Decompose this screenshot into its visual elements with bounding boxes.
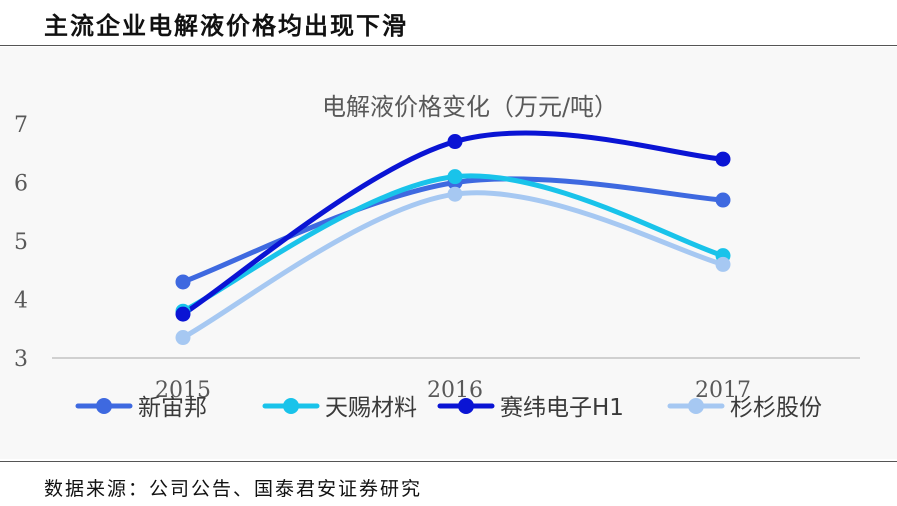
x-tick-label: 2015 xyxy=(155,378,211,403)
data-point xyxy=(175,330,191,346)
data-point xyxy=(715,192,731,208)
data-point xyxy=(447,134,463,150)
y-tick-label: 5 xyxy=(14,230,28,255)
top-divider xyxy=(0,45,897,46)
data-point xyxy=(175,274,191,290)
page-title: 主流企业电解液价格均出现下滑 xyxy=(44,11,408,40)
chart-panel xyxy=(0,47,897,459)
data-point xyxy=(715,256,731,272)
legend-label: 新宙邦 xyxy=(138,395,207,421)
data-point xyxy=(715,151,731,167)
x-tick-label: 2016 xyxy=(427,378,483,403)
series-line xyxy=(180,190,726,341)
legend-marker xyxy=(96,398,112,414)
data-point xyxy=(447,186,463,202)
legend-marker xyxy=(283,398,299,414)
data-point xyxy=(175,306,191,322)
data-point xyxy=(447,169,463,185)
source-note: 数据来源：公司公告、国泰君安证券研究 xyxy=(44,478,423,500)
y-tick-label: 7 xyxy=(14,113,28,138)
y-tick-label: 6 xyxy=(14,172,28,197)
bottom-divider xyxy=(0,461,897,462)
legend-marker xyxy=(688,398,704,414)
legend-marker xyxy=(458,398,474,414)
legend-label: 天赐材料 xyxy=(325,395,417,421)
legend-label: 赛纬电子H1 xyxy=(500,395,624,421)
y-tick-label: 3 xyxy=(14,347,28,372)
chart-title: 电解液价格变化（万元/吨） xyxy=(322,93,618,121)
x-tick-label: 2017 xyxy=(695,378,751,403)
legend-label: 杉杉股份 xyxy=(730,395,822,421)
y-tick-label: 4 xyxy=(14,289,28,314)
